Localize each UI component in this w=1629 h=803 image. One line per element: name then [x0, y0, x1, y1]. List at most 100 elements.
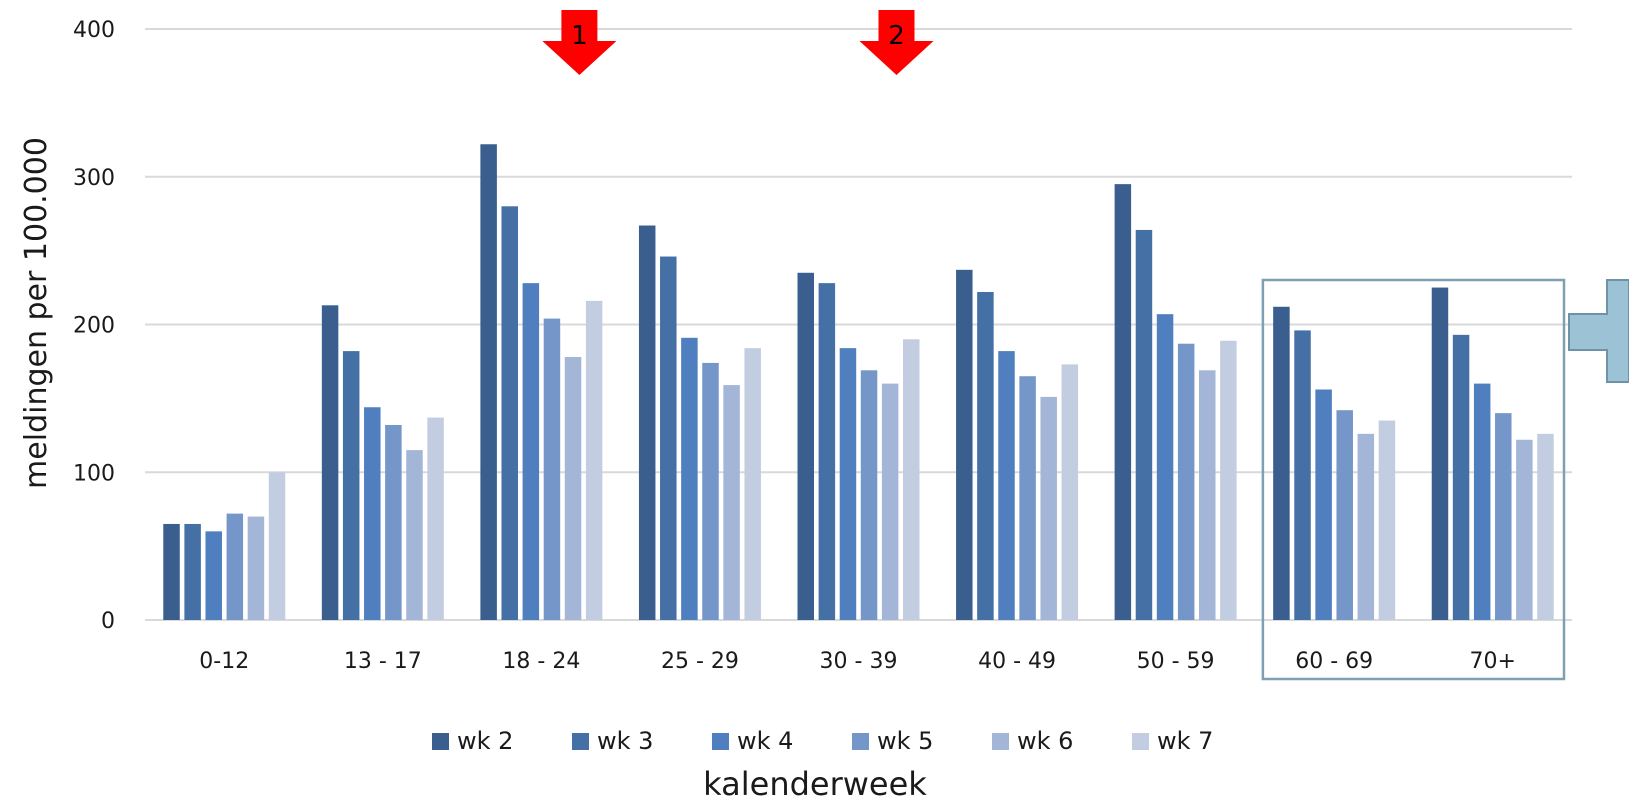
bar	[1336, 410, 1353, 620]
bar	[1294, 330, 1311, 620]
bar	[1357, 433, 1375, 620]
marker-label: 1	[571, 21, 588, 51]
x-tick-label: 13 - 17	[344, 649, 422, 674]
legend-swatch	[852, 733, 869, 750]
bar	[1516, 439, 1533, 620]
legend-swatch	[712, 733, 729, 750]
bar	[797, 272, 814, 620]
marker-label: 2	[888, 21, 905, 51]
bar	[681, 337, 698, 620]
legend-item: wk 5	[852, 727, 933, 755]
legend-swatch	[432, 733, 449, 750]
bar	[1019, 376, 1036, 620]
bar	[564, 357, 582, 620]
x-tick-label: 18 - 24	[502, 649, 580, 674]
bar	[881, 383, 899, 620]
bar	[1114, 184, 1132, 620]
bar	[818, 283, 836, 620]
right-arrow-icon	[1568, 279, 1629, 383]
bar	[638, 225, 656, 620]
bar	[1199, 370, 1216, 620]
bar	[860, 370, 878, 620]
legend-label: wk 4	[737, 727, 793, 755]
bar	[1177, 343, 1195, 620]
x-tick-label: 60 - 69	[1295, 649, 1373, 674]
bar	[480, 144, 497, 620]
bar	[956, 269, 973, 620]
bar	[1040, 396, 1057, 620]
bar	[406, 450, 423, 620]
y-tick-label: 300	[73, 166, 115, 191]
arrow-shape	[859, 10, 934, 75]
bar	[342, 351, 360, 620]
bar	[1220, 340, 1237, 620]
legend-item: wk 4	[712, 727, 793, 755]
bar	[1431, 287, 1449, 620]
x-tick-label: 70+	[1470, 649, 1516, 674]
bar	[247, 516, 265, 620]
y-tick-label: 400	[73, 18, 115, 43]
legend-item: wk 6	[992, 727, 1073, 755]
bar	[998, 351, 1015, 620]
legend-swatch	[572, 733, 589, 750]
y-axis-ticks: 0 100 200 300 400	[73, 18, 115, 634]
bar	[543, 318, 561, 620]
down-arrow-marker: 1	[542, 10, 617, 75]
bar	[839, 348, 857, 620]
legend-swatch	[992, 733, 1009, 750]
gridlines	[145, 28, 1572, 621]
bar	[226, 513, 244, 620]
y-axis-label: meldingen per 100.000	[19, 137, 54, 489]
bar	[163, 523, 180, 620]
bar	[1537, 433, 1554, 620]
bar	[1061, 364, 1079, 620]
y-tick-label: 200	[73, 314, 115, 339]
bar	[744, 348, 761, 620]
bar	[1473, 383, 1491, 620]
legend-item: wk 2	[432, 727, 513, 755]
bar	[723, 385, 740, 620]
legend-label: wk 2	[457, 727, 513, 755]
legend-label: wk 5	[877, 727, 933, 755]
bar	[1135, 229, 1153, 620]
bars	[163, 144, 1554, 621]
legend-item: wk 3	[572, 727, 653, 755]
x-tick-label: 40 - 49	[978, 649, 1056, 674]
bar	[660, 256, 677, 620]
legend-swatch	[1132, 733, 1149, 750]
bar	[702, 362, 719, 620]
x-tick-label: 30 - 39	[820, 649, 898, 674]
legend-item: wk 7	[1132, 727, 1213, 755]
bar	[1378, 420, 1396, 620]
bar	[321, 305, 339, 620]
bar	[522, 283, 540, 620]
arrow-shape	[542, 10, 617, 75]
bar	[1273, 306, 1290, 620]
bar	[1495, 413, 1512, 620]
legend-label: wk 6	[1017, 727, 1073, 755]
bar	[585, 300, 603, 620]
y-tick-label: 0	[101, 609, 115, 634]
y-tick-label: 100	[73, 461, 115, 486]
bar	[364, 407, 381, 620]
highlight-box	[1261, 278, 1566, 681]
down-arrow-marker: 2	[859, 10, 934, 75]
bar	[501, 206, 518, 621]
bar	[1452, 334, 1470, 620]
bar	[1156, 314, 1174, 620]
bar	[268, 472, 286, 620]
bar	[205, 531, 222, 620]
legend-label: wk 7	[1157, 727, 1213, 755]
x-tick-label: 25 - 29	[661, 649, 739, 674]
bar	[427, 417, 444, 620]
bar	[903, 339, 920, 620]
x-axis-ticks: 0-12 13 - 17 18 - 24 25 - 29 30 - 39 40 - 49 5…	[199, 649, 1516, 674]
x-axis-label: kalenderweek	[703, 765, 927, 803]
x-tick-label: 50 - 59	[1137, 649, 1215, 674]
legend-label: wk 3	[597, 727, 653, 755]
legend: wk 2 wk 3 wk 4 wk 5 wk 6 wk 7	[432, 727, 1213, 755]
bar	[977, 291, 994, 620]
bar	[184, 523, 201, 620]
